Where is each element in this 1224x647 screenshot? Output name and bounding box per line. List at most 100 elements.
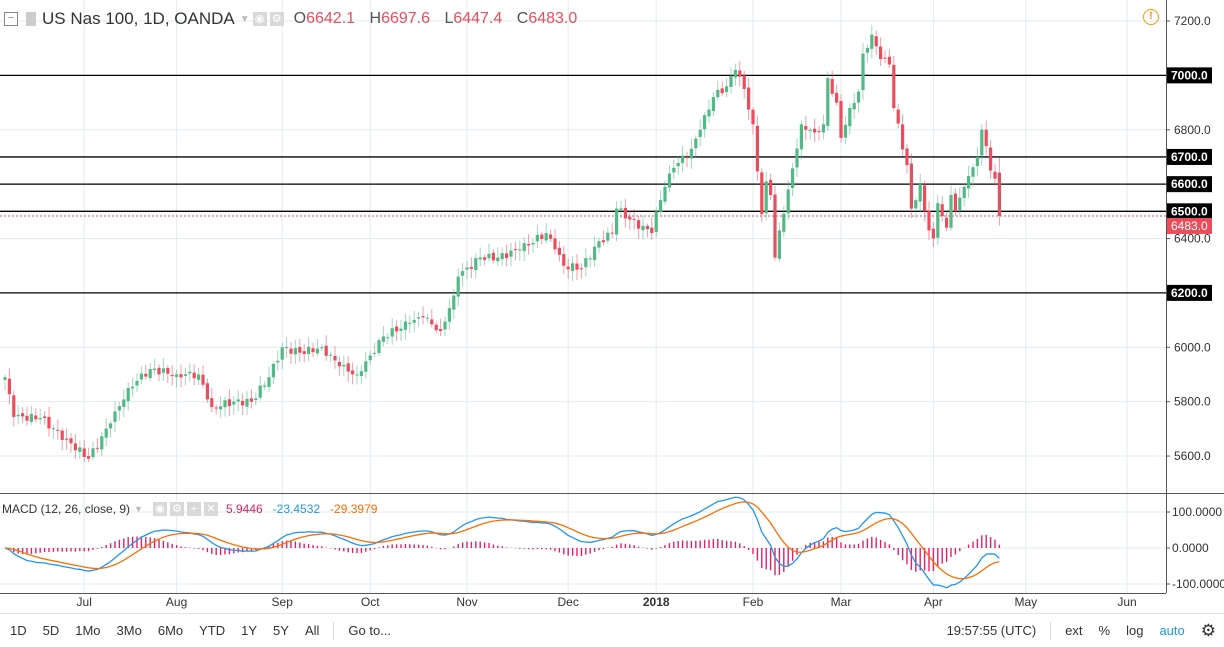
candle-body	[100, 436, 104, 450]
range-all[interactable]: All	[304, 623, 320, 638]
candle-body	[980, 129, 984, 156]
candle-body	[641, 225, 645, 231]
candle-body	[351, 370, 355, 375]
candle-body	[747, 87, 751, 110]
clock-time[interactable]: 19:57:55 (UTC)	[946, 623, 1037, 638]
time-axis-label: Dec	[558, 595, 579, 609]
candle-body	[892, 64, 896, 109]
candle-body	[764, 181, 768, 214]
time-axis-label: Aug	[166, 595, 187, 609]
range-6mo[interactable]: 6Mo	[157, 623, 184, 638]
candle-body	[689, 148, 693, 159]
range-5y[interactable]: 5Y	[273, 623, 289, 638]
candle-body	[901, 124, 905, 150]
candle-body	[324, 345, 328, 356]
candle-body	[597, 241, 601, 248]
symbol-title[interactable]: US Nas 100, 1D, OANDA	[42, 9, 235, 28]
candle-body	[337, 361, 341, 367]
warning-icon[interactable]: !	[1143, 9, 1159, 25]
candle-body	[447, 308, 451, 322]
ext-toggle[interactable]: ext	[1065, 623, 1083, 638]
range-1y[interactable]: 1Y	[241, 623, 258, 638]
candle-body	[742, 75, 746, 89]
range-1d[interactable]: 1D	[10, 623, 27, 638]
range-5d[interactable]: 5D	[42, 623, 60, 638]
candle-body	[452, 295, 456, 310]
candle-body	[175, 374, 179, 377]
candle-body	[848, 108, 852, 127]
candle-body	[557, 247, 561, 255]
candle-body	[531, 242, 535, 245]
eye-icon[interactable]: ◉	[152, 502, 167, 516]
candle-body	[104, 428, 108, 438]
range-1mo[interactable]: 1Mo	[75, 623, 101, 638]
candle-body	[346, 363, 350, 372]
candle-body	[958, 197, 962, 211]
level-label-bg	[1167, 176, 1212, 193]
flag-icon[interactable]	[26, 12, 36, 26]
candle-body	[659, 200, 663, 212]
level-label-bg	[1167, 284, 1212, 301]
plus-icon[interactable]: +	[186, 502, 201, 516]
eye-icon[interactable]: ◉	[252, 12, 267, 26]
candle-body	[804, 125, 808, 130]
candle-body	[791, 168, 795, 189]
macd-title[interactable]: MACD (12, 26, close, 9)	[2, 502, 131, 516]
candle-body	[733, 69, 737, 78]
candle-body	[408, 322, 412, 324]
candle-body	[333, 355, 337, 361]
goto-button[interactable]: Go to...	[348, 623, 392, 638]
candle-body	[249, 398, 253, 402]
candle-body	[645, 225, 649, 230]
chevron-down-icon[interactable]: ▼	[134, 504, 143, 514]
candle-body	[830, 79, 834, 94]
candle-body	[232, 401, 236, 405]
candle-body	[271, 363, 275, 378]
candle-body	[461, 271, 465, 276]
range-3mo[interactable]: 3Mo	[116, 623, 142, 638]
candle-body	[918, 184, 922, 202]
candle-body	[491, 252, 495, 261]
candle-body	[953, 193, 957, 212]
candle-body	[302, 351, 306, 355]
candle-body	[12, 395, 16, 417]
candle-body	[535, 234, 539, 242]
candle-body	[606, 232, 610, 241]
chart-canvas[interactable]: 7200.0 6800.0 6400.0 6000.0 5800.0 5600.0 100.…	[0, 0, 1224, 613]
candle-body	[29, 414, 33, 422]
log-toggle[interactable]: log	[1126, 623, 1144, 638]
candle-body	[861, 53, 865, 91]
gear-icon[interactable]: ⚙	[269, 12, 284, 26]
candle-body	[390, 328, 394, 337]
chevron-down-icon[interactable]: ▼	[239, 13, 250, 25]
auto-toggle[interactable]: auto	[1159, 623, 1185, 638]
range-ytd[interactable]: YTD	[199, 623, 226, 638]
candle-body	[342, 364, 346, 367]
candle-body	[984, 129, 988, 147]
close-value: 6483.0	[528, 10, 578, 27]
candle-body	[276, 360, 280, 363]
candle-body	[456, 276, 460, 297]
level-price-label: 6200.0	[1171, 286, 1208, 300]
candle-body	[795, 148, 799, 168]
candle-body	[681, 155, 685, 163]
percent-toggle[interactable]: %	[1098, 623, 1111, 638]
candle-body	[931, 228, 935, 239]
candle-body	[73, 443, 77, 451]
candle-body	[843, 124, 847, 138]
settings-gear-icon[interactable]: ⚙	[1200, 620, 1216, 640]
candle-body	[628, 216, 632, 220]
candle-body	[799, 124, 803, 150]
candle-body	[43, 416, 47, 418]
candle-body	[685, 157, 689, 159]
candle-body	[210, 398, 214, 408]
low-value: 6447.4	[453, 10, 503, 27]
candle-body	[610, 232, 614, 234]
candle-body	[21, 413, 25, 417]
collapse-icon[interactable]: −	[4, 12, 18, 26]
close-icon[interactable]: ✕	[203, 502, 218, 516]
gear-icon[interactable]: ⚙	[169, 502, 184, 516]
candle-body	[588, 258, 592, 260]
candle-body	[65, 438, 69, 440]
macd-tick-label: -100.0000	[1172, 577, 1224, 591]
